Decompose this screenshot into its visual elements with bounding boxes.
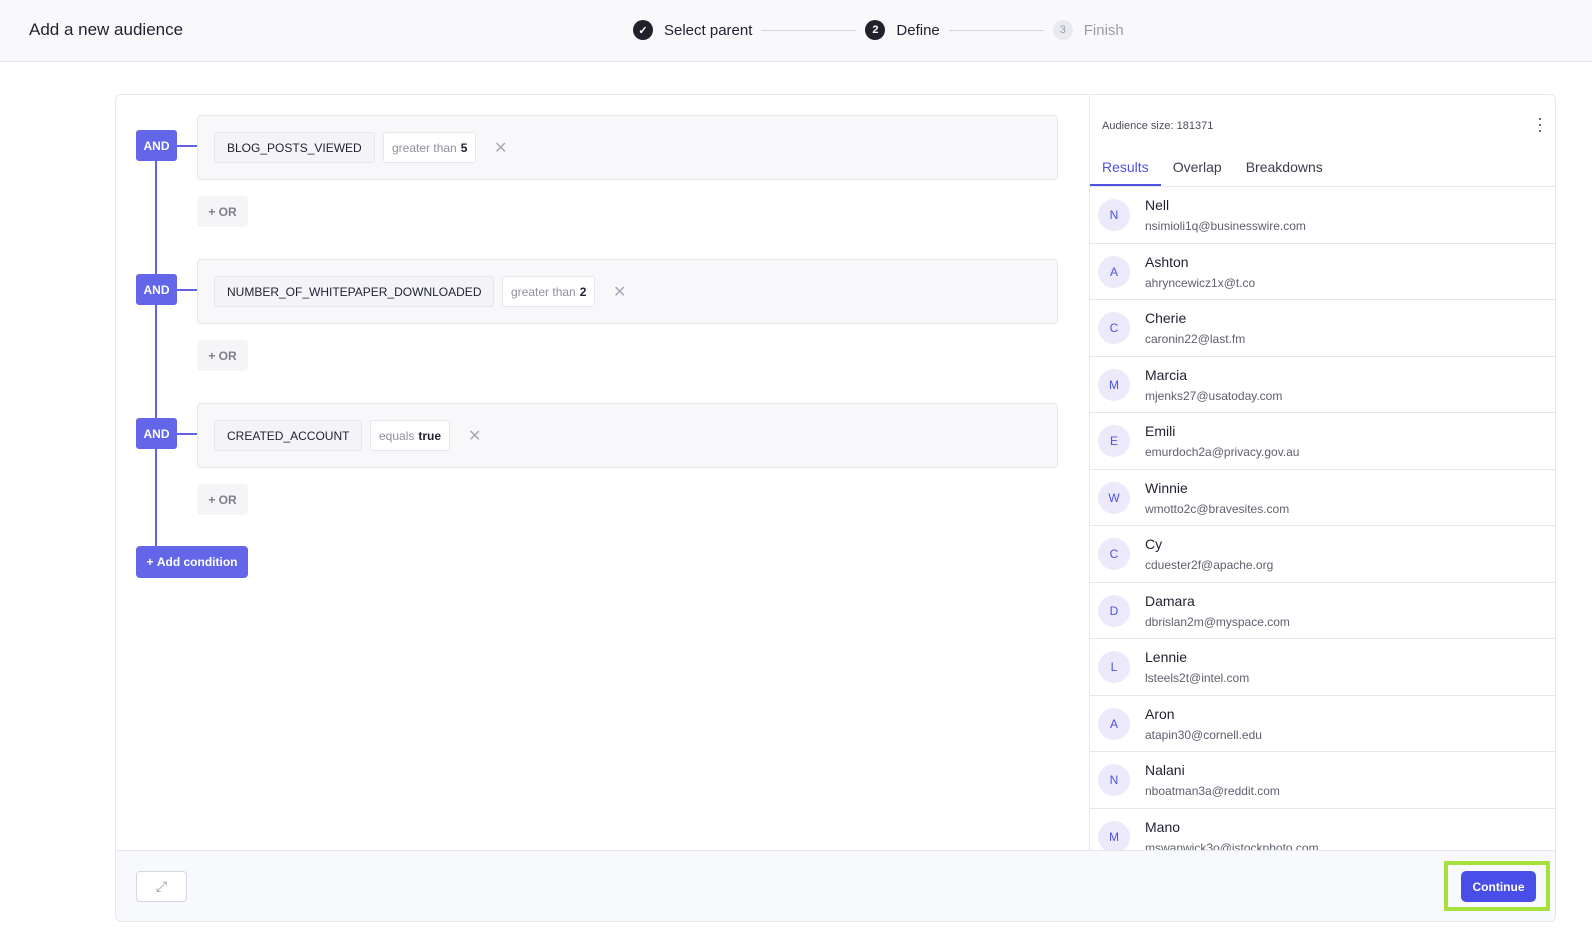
result-email: atapin30@cornell.edu [1145,727,1262,742]
connector-line [177,145,197,147]
result-name: Lennie [1145,649,1188,665]
avatar: M [1098,820,1130,853]
plus-icon: + [208,492,219,507]
results-list[interactable]: N Nell nsimioli1q@businesswire.com A Ashton a… [1090,187,1555,865]
remove-condition-icon[interactable]: ✕ [613,284,627,301]
remove-condition-icon[interactable]: ✕ [468,428,482,445]
condition-row: CREATED_ACCOUNT equals true ✕ [197,403,1058,468]
result-name: Nell [1145,197,1170,213]
result-email: wmotto2c@bravesites.com [1145,501,1290,516]
audience-size: Audience size: 181371 [1102,120,1214,132]
list-item[interactable]: A Aron atapin30@cornell.edu [1090,696,1555,752]
avatar: E [1098,425,1130,457]
result-email: mjenks27@usatoday.com [1145,388,1283,403]
list-item[interactable]: L Lennie lsteels2t@intel.com [1090,639,1555,696]
result-name: Nalani [1145,762,1185,778]
result-name: Ashton [1145,253,1189,270]
result-name: Damara [1145,592,1195,609]
tab-results[interactable]: Results [1090,151,1161,186]
result-email: lsteels2t@intel.com [1145,671,1250,685]
operator-select[interactable]: greater than 5 [383,132,477,163]
list-item[interactable]: E Emili emurdoch2a@privacy.gov.au [1090,413,1555,470]
expand-button[interactable]: ⤢ [136,871,187,902]
avatar: N [1098,764,1130,796]
expand-icon: ⤢ [155,878,168,894]
step-divider [761,29,857,31]
condition-row: BLOG_POSTS_VIEWED greater than 5 ✕ [197,115,1058,180]
step-label: Select parent [664,21,753,39]
list-item[interactable]: N Nell nsimioli1q@businesswire.com [1090,187,1555,244]
avatar: A [1098,255,1130,288]
property-select[interactable]: NUMBER_OF_WHITEPAPER_DOWNLOADED [214,276,495,307]
step-label: Define [896,21,940,39]
result-name: Cherie [1145,310,1187,326]
connector-line [177,433,197,435]
plus-icon: + [146,555,157,569]
connector-line [155,145,157,575]
avatar: A [1098,707,1130,740]
result-email: nsimioli1q@businesswire.com [1145,219,1306,233]
tab-overlap[interactable]: Overlap [1172,159,1222,175]
add-or-button[interactable]: + OR [197,340,248,371]
property-select[interactable]: CREATED_ACCOUNT [214,420,363,451]
plus-icon: + [208,348,219,363]
and-connector[interactable]: AND [136,130,177,161]
plus-icon: + [208,204,219,219]
more-options-icon[interactable]: · · · [1537,108,1543,140]
result-email: caronin22@last.fm [1145,332,1246,346]
property-select[interactable]: BLOG_POSTS_VIEWED [214,132,375,163]
header: Add a new audience ✓ Select parent 2 Define… [0,0,1592,62]
list-item[interactable]: C Cherie caronin22@last.fm [1090,300,1555,357]
result-name: Emili [1145,423,1176,439]
result-email: nboatman3a@reddit.com [1145,784,1280,798]
avatar: M [1098,368,1130,401]
continue-button[interactable]: Continue [1461,871,1536,902]
avatar: N [1098,199,1130,231]
list-item[interactable]: M Marcia mjenks27@usatoday.com [1090,357,1555,413]
connector-line [177,289,197,291]
remove-condition-icon[interactable]: ✕ [494,140,508,157]
avatar: L [1098,651,1130,683]
result-email: dbrislan2m@myspace.com [1145,614,1290,629]
list-item[interactable]: A Ashton ahryncewicz1x@t.co [1090,244,1555,300]
check-icon: ✓ [633,20,653,40]
list-item[interactable]: W Winnie wmotto2c@bravesites.com [1090,470,1555,526]
highlight-box [1444,861,1550,911]
page-title: Add a new audience [29,20,184,39]
avatar: D [1098,594,1130,627]
avatar: C [1098,312,1130,344]
condition-row: NUMBER_OF_WHITEPAPER_DOWNLOADED greater … [197,259,1058,324]
add-condition-button[interactable]: + Add condition [136,546,248,578]
list-item[interactable]: C Cy cduester2f@apache.org [1090,526,1555,583]
add-or-button[interactable]: + OR [197,196,248,227]
list-item[interactable]: N Nalani nboatman3a@reddit.com [1090,752,1555,809]
result-name: Aron [1145,705,1175,722]
and-connector[interactable]: AND [136,274,177,305]
result-name: Winnie [1145,479,1188,496]
step-label: Finish [1083,21,1124,39]
panel-tabs: Results Overlap Breakdowns [1090,151,1555,187]
step-number: 3 [1052,20,1073,40]
audience-builder: AND BLOG_POSTS_VIEWED greater than 5 ✕ + … [115,94,1556,922]
avatar: C [1098,538,1130,570]
result-email: emurdoch2a@privacy.gov.au [1145,445,1300,459]
operator-select[interactable]: equals true [370,420,451,451]
step-divider [948,29,1044,31]
result-email: ahryncewicz1x@t.co [1145,275,1256,290]
step-number: 2 [865,20,886,40]
footer: ⤢ Continue [116,850,1555,921]
stepper: ✓ Select parent 2 Define 3 Finish [633,20,1124,40]
tab-breakdowns[interactable]: Breakdowns [1245,159,1323,175]
result-name: Cy [1145,536,1163,552]
avatar: W [1098,481,1130,514]
result-name: Mano [1145,818,1181,835]
list-item[interactable]: D Damara dbrislan2m@myspace.com [1090,583,1555,639]
result-name: Marcia [1145,366,1188,383]
results-panel: Audience size: 181371 · · · Results Overlap… [1089,95,1555,865]
and-connector[interactable]: AND [136,418,177,449]
operator-select[interactable]: greater than 2 [502,276,596,307]
add-or-button[interactable]: + OR [197,484,248,515]
result-email: cduester2f@apache.org [1145,558,1274,572]
